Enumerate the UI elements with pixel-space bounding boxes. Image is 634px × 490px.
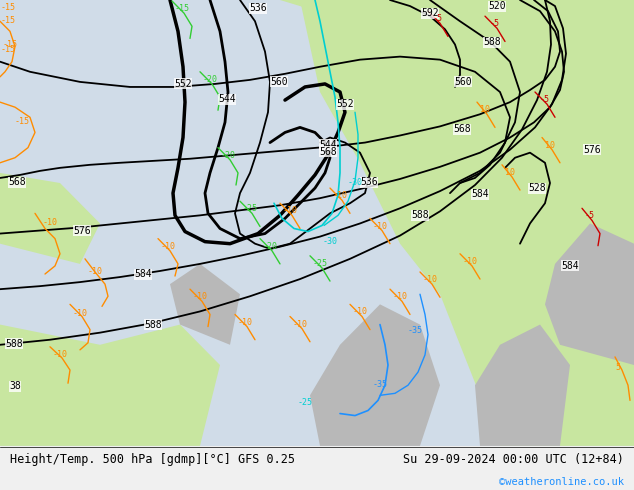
- Text: 10: 10: [545, 141, 555, 149]
- Text: -20: -20: [262, 242, 278, 251]
- Text: -10: -10: [462, 257, 477, 266]
- Text: -15: -15: [174, 4, 190, 13]
- Text: 5: 5: [616, 363, 621, 372]
- Text: -25: -25: [313, 259, 328, 268]
- Text: Height/Temp. 500 hPa [gdmp][°C] GFS 0.25: Height/Temp. 500 hPa [gdmp][°C] GFS 0.25: [10, 453, 295, 466]
- Text: 588: 588: [5, 339, 23, 349]
- Text: 560: 560: [454, 77, 472, 87]
- Text: -5: -5: [585, 211, 595, 220]
- Text: 10: 10: [480, 105, 490, 114]
- Text: -10: -10: [238, 318, 252, 326]
- Text: -15: -15: [15, 118, 30, 126]
- Polygon shape: [0, 324, 220, 446]
- Text: -10: -10: [72, 310, 87, 318]
- Text: -10: -10: [87, 267, 103, 276]
- Text: -15: -15: [1, 45, 15, 53]
- Text: 584: 584: [134, 269, 152, 279]
- Text: 552: 552: [336, 99, 354, 109]
- Text: 10: 10: [505, 168, 515, 177]
- Text: -5: -5: [433, 14, 443, 23]
- Text: -10: -10: [353, 307, 368, 317]
- Text: -20: -20: [202, 75, 217, 84]
- Text: 588: 588: [483, 38, 501, 48]
- Text: 544: 544: [319, 140, 337, 149]
- Text: 38: 38: [9, 381, 21, 392]
- Text: 520: 520: [488, 1, 506, 11]
- Text: -10: -10: [53, 350, 67, 359]
- Text: -10: -10: [160, 242, 176, 251]
- Text: -25: -25: [297, 398, 313, 408]
- Text: 588: 588: [144, 319, 162, 330]
- Text: Su 29-09-2024 00:00 UTC (12+84): Su 29-09-2024 00:00 UTC (12+84): [403, 453, 624, 466]
- Text: 588: 588: [411, 210, 429, 221]
- Text: ©weatheronline.co.uk: ©weatheronline.co.uk: [499, 477, 624, 487]
- Text: -10: -10: [422, 275, 437, 284]
- Text: 568: 568: [453, 124, 471, 134]
- Text: -10: -10: [292, 319, 307, 329]
- Polygon shape: [475, 324, 570, 446]
- Text: 576: 576: [73, 225, 91, 236]
- Text: -35: -35: [373, 380, 387, 389]
- Text: -30: -30: [323, 237, 337, 245]
- Text: -10: -10: [42, 219, 58, 227]
- Text: 528: 528: [528, 183, 546, 193]
- Polygon shape: [300, 0, 634, 446]
- Text: 568: 568: [319, 147, 337, 157]
- Text: -10: -10: [373, 221, 387, 230]
- Text: -10: -10: [332, 191, 347, 200]
- Text: 584: 584: [561, 261, 579, 271]
- Text: -10: -10: [193, 293, 207, 301]
- Text: -35: -35: [408, 326, 422, 335]
- Text: 552: 552: [174, 79, 192, 89]
- Text: -10: -10: [283, 206, 297, 215]
- Text: -5: -5: [490, 19, 500, 28]
- Text: -30: -30: [347, 178, 363, 187]
- Polygon shape: [0, 173, 100, 264]
- Text: 544: 544: [218, 94, 236, 104]
- Text: -5: -5: [540, 95, 550, 104]
- Text: -20: -20: [221, 151, 235, 160]
- Text: 560: 560: [270, 77, 288, 87]
- Polygon shape: [545, 223, 634, 365]
- Text: 536: 536: [249, 3, 267, 13]
- Text: 584: 584: [471, 189, 489, 199]
- Text: -15: -15: [1, 3, 15, 12]
- Text: -25: -25: [242, 204, 257, 213]
- Text: 592: 592: [421, 8, 439, 18]
- Polygon shape: [170, 264, 240, 345]
- Text: -15: -15: [1, 16, 15, 25]
- Text: -10: -10: [392, 293, 408, 301]
- Polygon shape: [310, 304, 440, 446]
- Text: -15: -15: [3, 40, 18, 49]
- Text: 536: 536: [360, 177, 378, 187]
- Text: 568: 568: [8, 177, 26, 187]
- Polygon shape: [240, 0, 634, 284]
- Text: 576: 576: [583, 145, 601, 155]
